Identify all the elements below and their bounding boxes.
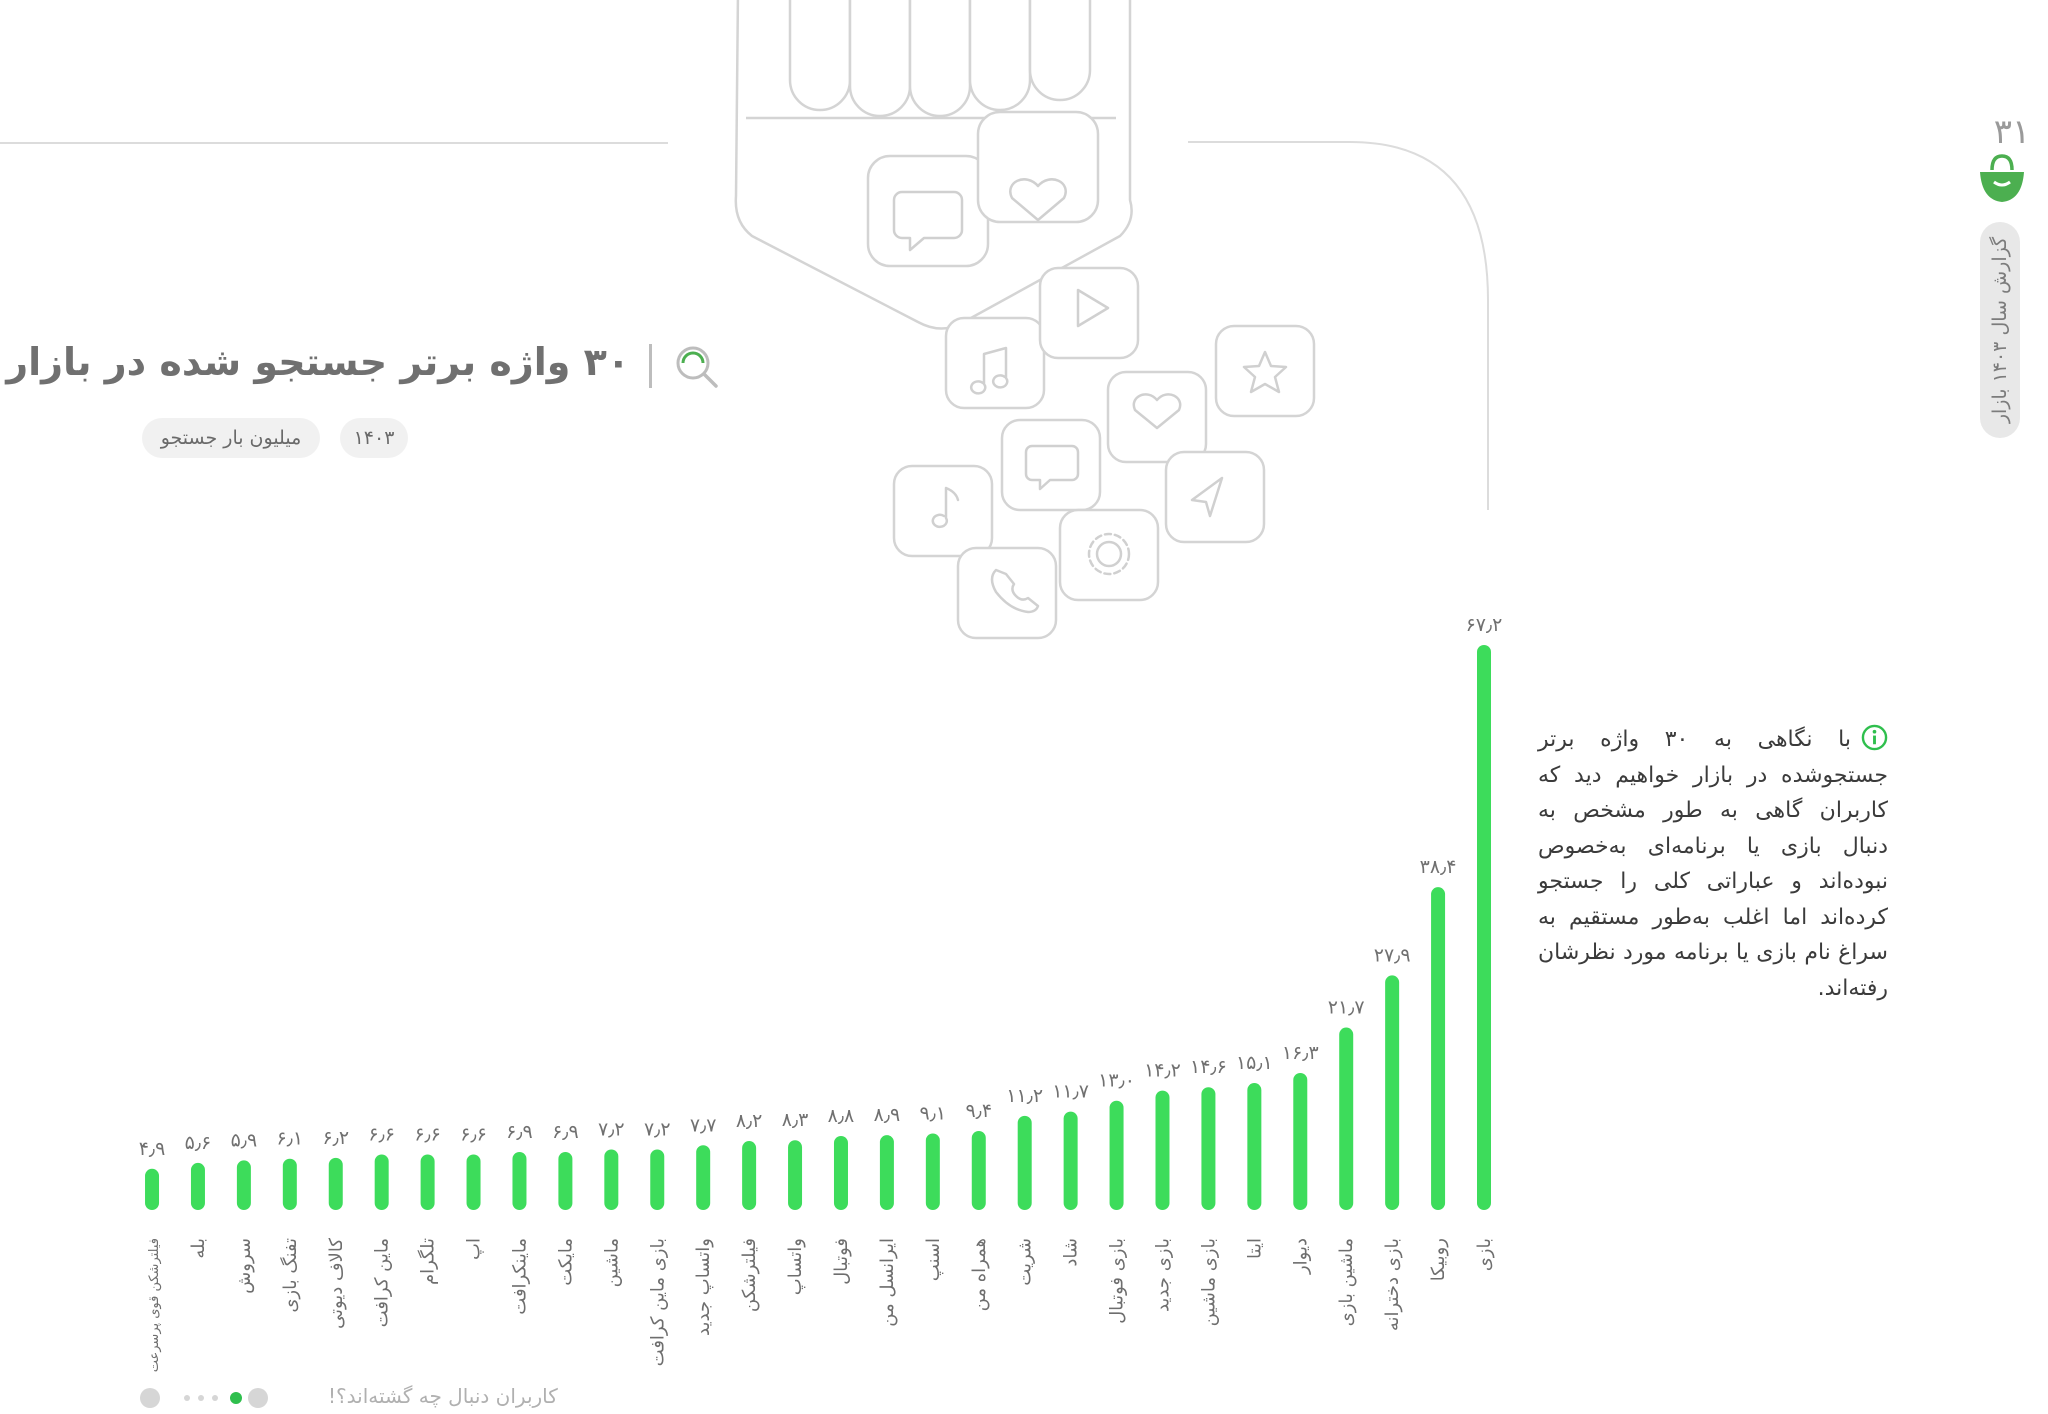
section-label: کاربران دنبال چه گشته‌اند؟! [328,1384,558,1408]
category-label: ماشین بازی [1336,1238,1357,1326]
category-label: تفنگ بازی [279,1238,301,1313]
phone-tile [956,546,1058,640]
category-label: ایتا [1244,1238,1265,1259]
category-label: بازی ماشین [1198,1238,1219,1326]
value-label: ۶٫۹ [552,1121,579,1143]
value-label: ۱۶٫۳ [1282,1042,1319,1064]
value-label: ۸٫۸ [828,1105,855,1127]
category-label: شاد [1061,1238,1082,1267]
category-label: بازی فوتبال [1107,1238,1128,1324]
value-label: ۷٫۲ [644,1118,671,1140]
pagination-dot [198,1395,204,1401]
category-label: فیلترشکن [739,1238,760,1312]
value-label: ۷٫۷ [690,1114,717,1136]
value-label: ۵٫۹ [231,1129,258,1151]
title-separator [649,344,652,388]
note-tile [892,464,994,558]
value-label: ۶٫۹ [506,1121,533,1143]
category-label: ایرانسل من [877,1238,898,1327]
chat-tile-small [1000,418,1102,512]
pagination-dots [140,1386,275,1410]
category-label: بازی ماین کرافت [647,1238,668,1366]
category-label: مایکت [555,1238,576,1286]
category-label: سروش [234,1238,255,1294]
category-label: ماشین [601,1238,622,1287]
value-label: ۶٫۲ [322,1127,349,1149]
pagination-dot [184,1395,190,1401]
unit-chip: میلیون بار جستجو [142,418,320,458]
insight-note: با نگاهی به ۳۰ واژه برتر جستجوشده در باز… [1538,722,1888,1006]
value-label: ۸٫۳ [782,1109,809,1131]
heart-tile-small [1106,370,1208,464]
category-label: ماین کرافت [372,1238,393,1327]
value-label: ۷٫۲ [598,1118,625,1140]
pagination-dot-active [230,1392,242,1404]
category-label: بازی [1474,1238,1495,1271]
category-label: شریت [1015,1238,1036,1286]
info-icon [1861,724,1888,751]
category-label: بازی دخترانه [1382,1238,1403,1331]
category-label: همراه من [969,1238,990,1311]
value-label: ۱۴٫۲ [1144,1060,1181,1082]
value-label: ۶٫۶ [460,1124,487,1146]
value-label: ۶٫۶ [368,1124,395,1146]
pagination-dot[interactable] [140,1388,160,1408]
value-label: ۳۸٫۴ [1420,856,1457,878]
value-label: ۱۱٫۷ [1052,1081,1089,1103]
value-label: ۹٫۴ [965,1100,992,1122]
value-label: ۱۱٫۲ [1006,1085,1043,1107]
heart-tile [976,110,1100,224]
category-label: واتساپ جدید [693,1238,714,1336]
category-label: اسنپ [923,1238,944,1281]
category-label: بازی جدید [1152,1238,1173,1312]
category-label: فیلترشکن قوی پرسرعت [147,1238,162,1372]
value-label: ۶٫۶ [414,1124,441,1146]
star-tile [1214,324,1316,418]
category-label: ماینکرافت [509,1238,530,1315]
value-label: ۸٫۲ [736,1110,763,1132]
category-label: بله [188,1238,209,1259]
awning-stripe [1028,0,1092,102]
value-label: ۲۱٫۷ [1328,997,1365,1019]
category-label: تلگرام [417,1238,439,1285]
category-label: دیوار [1290,1238,1311,1275]
category-label: واتساپ [785,1238,806,1295]
page-number: ۳۱ [1993,112,2031,152]
year-chip: ۱۴۰۳ [340,418,408,458]
value-label: ۲۷٫۹ [1374,944,1411,966]
value-label: ۴٫۹ [139,1138,166,1160]
insight-text: با نگاهی به ۳۰ واژه برتر جستجوشده در باز… [1538,727,1888,1001]
page-title: ۳۰ واژه برتر جستجو شده در بازار [6,340,630,384]
value-label: ۵٫۶ [185,1132,212,1154]
value-label: ۱۴٫۶ [1190,1056,1227,1078]
category-label: روبیکا [1428,1238,1449,1281]
value-label: ۸٫۹ [874,1104,901,1126]
category-label: فوتبال [831,1238,852,1285]
value-label: ۶۷٫۲ [1466,614,1503,636]
play-tile [1038,266,1140,360]
pagination-dot [212,1395,218,1401]
report-label: گزارش سال ۱۴۰۳ بازار [1980,222,2020,438]
value-label: ۱۵٫۱ [1236,1052,1273,1074]
pagination-dot[interactable] [248,1388,268,1408]
value-label: ۶٫۱ [277,1128,304,1150]
search-icon [676,346,718,388]
header-divider-left [0,142,668,144]
category-label: کالاف دیوتی [326,1238,347,1329]
value-label: ۱۳٫۰ [1098,1070,1135,1092]
category-label: اپ [464,1238,485,1260]
title-block: ۳۰ واژه برتر جستجو شده در بازار [6,330,740,400]
value-label: ۹٫۱ [920,1102,947,1124]
gear-tile [1058,508,1160,602]
bazaar-bag-icon [1980,154,2024,202]
